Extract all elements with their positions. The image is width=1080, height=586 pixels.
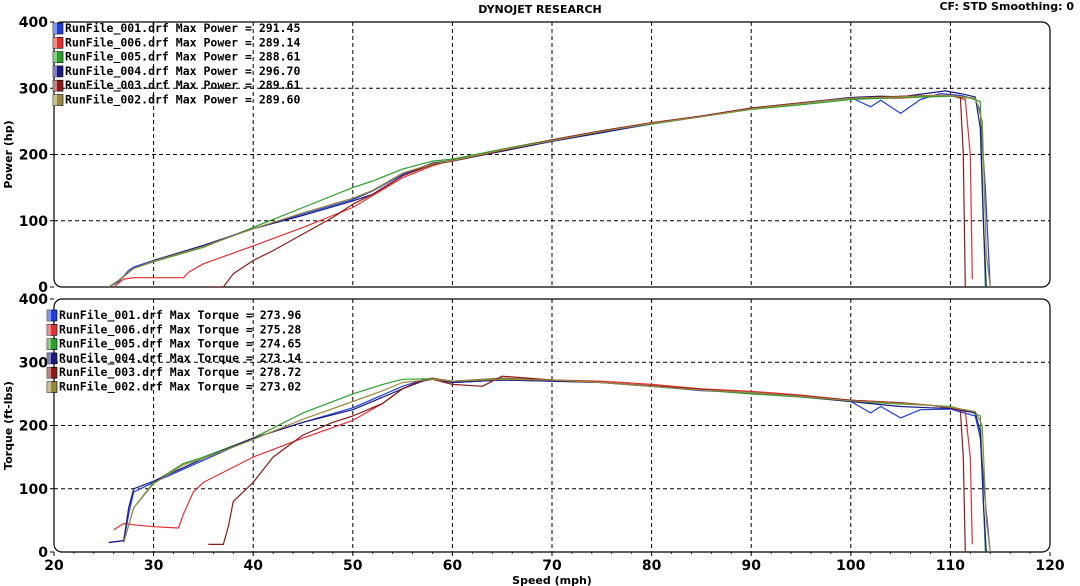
y-tick-label: 100 [19,214,48,230]
x-tick-label: 50 [343,558,363,574]
legend-swatch [46,352,58,365]
legend-swatch [52,94,64,106]
legend-swatch-shine [47,310,51,321]
x-tick-label: 100 [836,558,865,574]
legend-swatch [52,79,64,92]
legend-swatch-shine [47,367,51,379]
legend-entry: RunFile_003.drf Max Torque = 278.72 [59,365,301,380]
y-tick-label: 300 [19,355,48,371]
x-tick-label: 90 [741,558,761,574]
legend-swatch-shine [53,94,57,106]
legend-entry: RunFile_001.drf Max Torque = 273.96 [59,308,301,323]
legend-entry: RunFile_006.drf Max Power = 289.14 [65,35,300,50]
x-tick-label: 40 [243,558,263,574]
series-group [108,90,991,287]
power-panel: 0 100 200 300 400 Power (hp) RunFile_001.drf M… [2,15,1051,296]
legend-swatch-shine [47,352,51,364]
legend-entry: RunFile_003.drf Max Power = 289.61 [65,78,300,93]
y-axis-label: Power (hp) [2,120,15,188]
y-tick-label: 400 [19,292,48,308]
status-text: CF: STD Smoothing: 0 [939,0,1074,13]
legend-entry: RunFile_005.drf Max Power = 288.61 [65,50,300,65]
legend-swatch-shine [53,80,57,92]
legend-swatch [46,323,58,336]
legend-entry: RunFile_001.drf Max Power = 291.45 [65,21,300,36]
legend-swatch [52,22,64,35]
x-tick-label: 20 [44,558,64,574]
legend: RunFile_001.drf Max Torque = 273.96RunFi… [46,308,301,395]
legend: RunFile_001.drf Max Power = 291.45RunFil… [52,21,300,108]
legend-swatch-shine [47,324,51,336]
x-tick-label: 110 [936,558,965,574]
legend-swatch-shine [47,338,51,350]
x-tick-label: 60 [443,558,463,574]
legend-swatch [52,51,64,63]
y-tick-label: 400 [19,15,48,31]
legend-entry: RunFile_006.drf Max Torque = 275.28 [59,322,301,337]
y-tick-label: 0 [38,545,48,561]
x-tick-label: 70 [542,558,562,574]
y-tick-label: 200 [19,148,48,164]
legend-swatch [46,381,58,393]
x-tick-label: 80 [642,558,662,574]
legend-swatch-shine [53,65,57,77]
y-tick-label: 200 [19,419,48,435]
legend-entry: RunFile_002.drf Max Torque = 273.02 [59,380,301,395]
legend-swatch-shine [47,381,51,393]
series-line-6 [123,378,991,552]
legend-swatch-shine [53,37,57,49]
x-tick-label: 30 [144,558,164,574]
chart-title: DYNOJET RESEARCH [478,3,601,16]
x-axis-label: Speed (mph) [512,574,592,586]
legend-swatch-shine [53,51,57,63]
legend-entry: RunFile_004.drf Max Power = 296.70 [65,64,300,79]
legend-swatch [52,65,64,78]
legend-swatch [52,36,64,49]
x-tick-label: 120 [1035,558,1064,574]
series-line-4 [108,378,987,552]
y-tick-label: 0 [38,280,48,296]
legend-swatch [46,309,58,322]
grid [54,22,1050,287]
legend-swatch [46,338,58,350]
y-axis-label: Torque (ft-lbs) [2,381,15,470]
grid [54,299,1050,552]
legend-entry: RunFile_002.drf Max Power = 289.60 [65,93,300,108]
y-tick-label: 100 [19,482,48,498]
legend-entry: RunFile_004.drf Max Torque = 273.14 [59,351,301,366]
legend-swatch [46,366,58,379]
series-line-6 [108,94,991,287]
legend-swatch-shine [53,23,57,34]
torque-panel: 0 100 200 300 400 20 30 40 50 60 70 80 90 100 110 120 Sp… [2,292,1065,586]
series-group [108,375,991,552]
y-tick-label: 300 [19,81,48,97]
legend-entry: RunFile_005.drf Max Torque = 274.65 [59,337,301,352]
